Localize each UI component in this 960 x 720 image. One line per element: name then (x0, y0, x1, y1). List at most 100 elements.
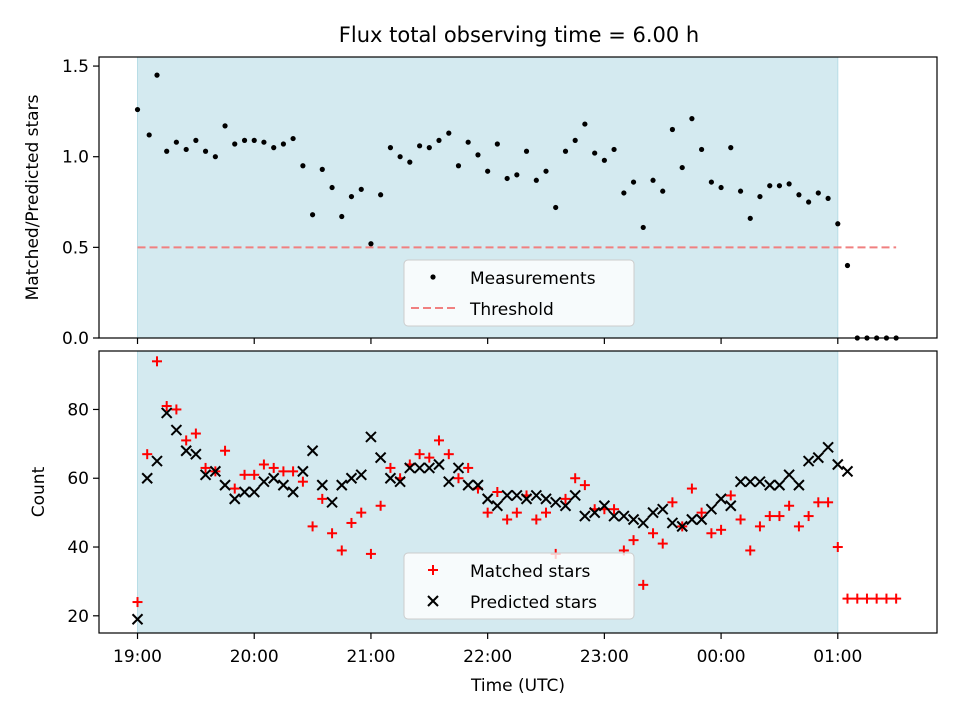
measurement-point (767, 183, 773, 189)
x-b (297, 465, 309, 478)
matched-star-point (161, 401, 172, 412)
predicted-star-point (511, 489, 523, 502)
matched-star-point (152, 356, 163, 367)
predicted-star-point (686, 513, 698, 526)
predicted-star-point (822, 441, 834, 453)
x-tick-label: 01:00 (813, 647, 862, 667)
y-tick-label: 0.0 (62, 329, 89, 349)
predicted-star-point (802, 455, 815, 467)
predicted-star-point (374, 451, 387, 464)
measurement-point (222, 123, 228, 129)
matched-star-point (132, 597, 143, 608)
predicted-star-point (647, 506, 659, 519)
predicted-star-point (559, 500, 572, 512)
matched-star-point (560, 493, 571, 504)
measurement-point (582, 121, 588, 127)
matched-star-point (443, 449, 454, 460)
predicted-star-point (734, 475, 747, 488)
legend-marker-measurement (430, 274, 436, 280)
x-b (520, 493, 533, 505)
predicted-star-point (773, 479, 786, 491)
x-b (268, 472, 280, 484)
measurement-point (660, 188, 666, 194)
x-b (306, 445, 319, 457)
predicted-star-point (608, 510, 620, 522)
matched-star-point (297, 476, 308, 487)
x-b (462, 479, 474, 491)
measurement-point (397, 154, 403, 160)
measurement-point (786, 181, 792, 187)
measurement-point (232, 141, 238, 147)
x-b (773, 479, 786, 491)
predicted-star-point (180, 445, 192, 457)
matched-star-point (813, 497, 824, 508)
bottom-panel: 20 40 60 80 19:00 20:00 21:00 22:00 23:00 00:00 01… (29, 350, 938, 696)
matched-star-point (823, 497, 834, 508)
predicted-star-point (452, 462, 465, 474)
matched-star-point (628, 535, 639, 546)
matched-star-point (239, 469, 250, 480)
predicted-star-point (695, 513, 708, 526)
predicted-star-point (618, 510, 630, 522)
matched-star-point (327, 528, 338, 539)
measurement-point (543, 168, 549, 174)
y-tick-label: 80 (67, 400, 89, 420)
matched-star-point (229, 483, 240, 494)
matched-star-point (249, 469, 260, 480)
measurement-point (621, 190, 627, 196)
x-b (657, 503, 669, 515)
predicted-star-point (725, 500, 737, 512)
matched-star-point (346, 517, 357, 528)
predicted-star-point (705, 503, 718, 515)
predicted-star-point (764, 479, 776, 491)
measurement-point (271, 145, 277, 151)
matched-star-point (570, 473, 581, 484)
measurement-point (387, 145, 394, 151)
matched-star-point (142, 449, 153, 460)
matched-star-point (861, 593, 872, 604)
predicted-star-point (812, 451, 825, 464)
measurement-point (669, 126, 676, 133)
measurement-point (446, 130, 452, 136)
matched-star-point (648, 528, 659, 539)
predicted-star-point (199, 469, 212, 481)
predicted-star-point (481, 493, 494, 505)
x-b (190, 448, 202, 460)
axes-frame (98, 56, 938, 339)
matched-star-point (764, 511, 775, 522)
matched-star-point (686, 483, 697, 494)
measurement-point (241, 137, 248, 143)
predicted-star-point (355, 469, 367, 481)
predicted-star-point (336, 479, 348, 491)
x-b (238, 486, 251, 498)
measurement-point (718, 184, 724, 191)
measurement-point (592, 150, 598, 156)
predicted-star-point (160, 407, 173, 419)
x-b (219, 479, 231, 491)
x-b (676, 520, 688, 533)
measurement-point (378, 192, 384, 198)
x-b (423, 462, 436, 474)
matched-star-point (453, 473, 464, 484)
measurement-point (815, 190, 821, 196)
measurement-point (368, 241, 374, 247)
matched-star-point (482, 507, 493, 518)
chart-title: Flux total observing time = 6.00 h (339, 23, 699, 47)
measurement-point (134, 106, 141, 113)
x-b (404, 462, 416, 474)
measurement-point (426, 145, 432, 151)
matched-star-point (414, 449, 425, 460)
matched-star-point (657, 538, 668, 549)
matched-star-point (511, 507, 522, 518)
measurement-point (562, 148, 569, 154)
predicted-star-point (287, 486, 299, 498)
x-b (199, 469, 212, 481)
predicted-star-point (365, 431, 377, 443)
x-b (608, 510, 620, 522)
x-b (287, 486, 299, 498)
matched-star-point (258, 459, 269, 470)
x-b (764, 479, 776, 491)
predicted-star-point (549, 496, 562, 509)
x-tick-label: 19:00 (113, 647, 162, 667)
measurement-point (290, 135, 296, 142)
